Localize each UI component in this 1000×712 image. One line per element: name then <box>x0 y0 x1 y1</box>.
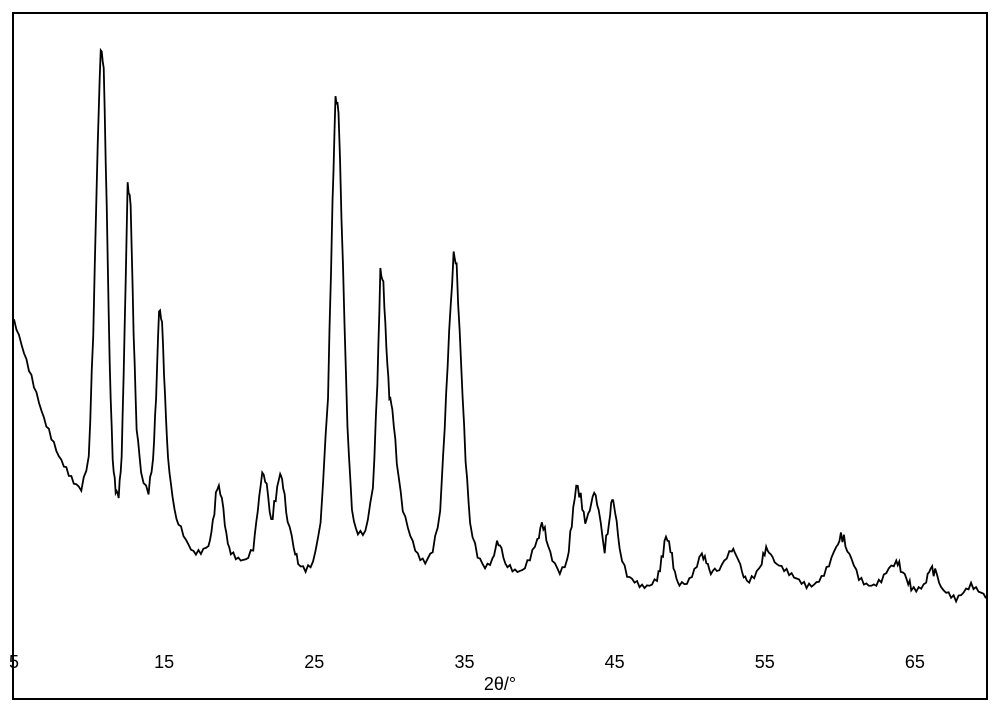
chart-frame: 5 15 25 35 45 55 65 2θ/° <box>12 12 988 700</box>
x-axis: 5152535455565 2θ/° <box>14 650 986 698</box>
x-tick-label: 55 <box>755 652 775 673</box>
x-axis-label: 2θ/° <box>484 674 516 695</box>
plot-area <box>14 14 986 650</box>
x-tick-label: 45 <box>605 652 625 673</box>
x-tick-label: 15 <box>154 652 174 673</box>
x-tick-label: 65 <box>905 652 925 673</box>
x-tick-label: 25 <box>304 652 324 673</box>
x-tick-label: 5 <box>9 652 19 673</box>
xrd-line-plot <box>14 14 986 650</box>
x-tick-label: 35 <box>454 652 474 673</box>
